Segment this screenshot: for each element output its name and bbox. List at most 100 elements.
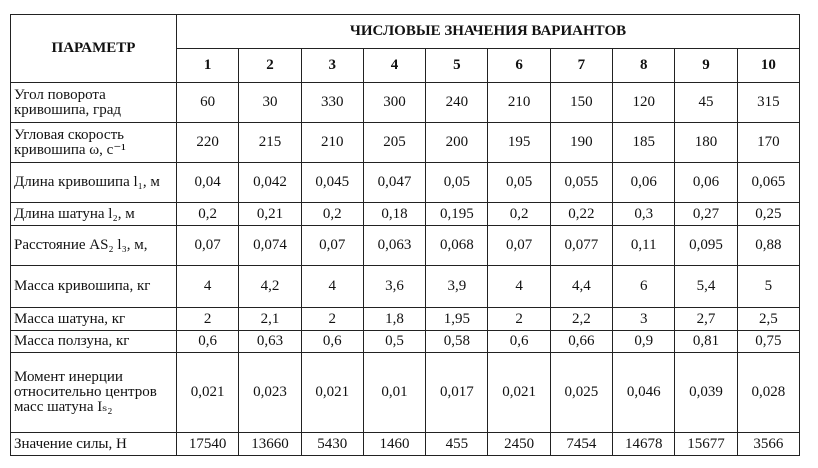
cell-value: 210 (300, 122, 364, 163)
variant-header: 7 (549, 48, 614, 83)
cell-value: 0,095 (674, 225, 738, 266)
cell-value: 0,63 (238, 330, 302, 353)
cell-value: 0,25 (736, 202, 801, 226)
cell-value: 0,023 (238, 352, 302, 433)
table-row: Угол поворота кривошипа, град 60 30 330 300 2… (10, 82, 801, 123)
cell-value: 0,021 (300, 352, 364, 433)
cell-value: 315 (736, 82, 801, 123)
cell-value: 0,06 (612, 162, 676, 203)
cell-value: 300 (362, 82, 427, 123)
variant-header: 1 (175, 48, 240, 83)
cell-value: 4,2 (238, 265, 302, 308)
cell-value: 15677 (674, 432, 738, 456)
variant-header: 9 (674, 48, 738, 83)
cell-value: 4,4 (549, 265, 614, 308)
cell-value: 240 (425, 82, 489, 123)
cell-value: 0,9 (612, 330, 676, 353)
cell-value: 0,21 (238, 202, 302, 226)
cell-value: 195 (487, 122, 551, 163)
cell-value: 14678 (612, 432, 676, 456)
cell-value: 0,046 (612, 352, 676, 433)
cell-value: 0,042 (238, 162, 302, 203)
table-row: Угловая скорость кривошипа ω, с⁻¹ 220 215 2… (10, 122, 801, 163)
cell-value: 150 (549, 82, 614, 123)
cell-value: 17540 (175, 432, 240, 456)
cell-value: 45 (674, 82, 738, 123)
cell-value: 3,9 (425, 265, 489, 308)
cell-value: 0,5 (362, 330, 427, 353)
cell-value: 2,7 (674, 307, 738, 331)
table-row: Значение силы, Н 17540 13660 5430 1460 455 245… (10, 432, 801, 456)
cell-value: 4 (300, 265, 364, 308)
cell-value: 0,07 (300, 225, 364, 266)
cell-value: 3 (612, 307, 676, 331)
cell-value: 0,11 (612, 225, 676, 266)
cell-value: 0,6 (487, 330, 551, 353)
table-row: Масса шатуна, кг 2 2,1 2 1,8 1,95 2 2,2 3 2,7 2,5 (10, 307, 801, 331)
row-label: Масса шатуна, кг (10, 307, 177, 331)
cell-value: 0,025 (549, 352, 614, 433)
cell-value: 4 (175, 265, 240, 308)
cell-value: 1,95 (425, 307, 489, 331)
cell-value: 0,81 (674, 330, 738, 353)
cell-value: 120 (612, 82, 676, 123)
row-label: Масса ползуна, кг (10, 330, 177, 353)
variant-header: 10 (736, 48, 801, 83)
cell-value: 0,045 (300, 162, 364, 203)
cell-value: 0,074 (238, 225, 302, 266)
cell-value: 330 (300, 82, 364, 123)
cell-value: 0,75 (736, 330, 801, 353)
cell-value: 0,6 (175, 330, 240, 353)
cell-value: 5 (736, 265, 801, 308)
cell-value: 0,66 (549, 330, 614, 353)
cell-value: 0,05 (487, 162, 551, 203)
variant-header: 6 (487, 48, 551, 83)
cell-value: 0,3 (612, 202, 676, 226)
table-row: Момент инерции относительно центров масс… (10, 352, 801, 433)
header-row: ПАРАМЕТР ЧИСЛОВЫЕ ЗНАЧЕНИЯ ВАРИАНТОВ (10, 14, 800, 83)
cell-value: 0,021 (175, 352, 240, 433)
cell-value: 0,07 (175, 225, 240, 266)
cell-value: 0,27 (674, 202, 738, 226)
row-label: Значение силы, Н (10, 432, 177, 456)
cell-value: 3,6 (362, 265, 427, 308)
cell-value: 0,2 (175, 202, 240, 226)
cell-value: 1460 (362, 432, 427, 456)
param-header: ПАРАМЕТР (10, 14, 177, 83)
cell-value: 13660 (238, 432, 302, 456)
cell-value: 2450 (487, 432, 551, 456)
cell-value: 220 (175, 122, 240, 163)
cell-value: 7454 (549, 432, 614, 456)
variant-header: 8 (612, 48, 676, 83)
row-label: Угол поворота кривошипа, град (10, 82, 177, 123)
cell-value: 0,063 (362, 225, 427, 266)
cell-value: 0,2 (300, 202, 364, 226)
cell-value: 185 (612, 122, 676, 163)
cell-value: 180 (674, 122, 738, 163)
row-label: Масса кривошипа, кг (10, 265, 177, 308)
variant-header: 5 (425, 48, 489, 83)
cell-value: 1,8 (362, 307, 427, 331)
cell-value: 0,028 (736, 352, 801, 433)
cell-value: 215 (238, 122, 302, 163)
row-label: Длина шатуна l₂, м (10, 202, 177, 226)
cell-value: 0,047 (362, 162, 427, 203)
cell-value: 0,07 (487, 225, 551, 266)
row-label: Длина кривошипа l₁, м (10, 162, 177, 203)
cell-value: 0,06 (674, 162, 738, 203)
cell-value: 0,05 (425, 162, 489, 203)
cell-value: 170 (736, 122, 801, 163)
cell-value: 0,039 (674, 352, 738, 433)
header-row: 1 2 3 4 5 6 7 8 9 10 (11, 48, 801, 83)
cell-value: 0,077 (549, 225, 614, 266)
cell-value: 3566 (736, 432, 801, 456)
cell-value: 4 (487, 265, 551, 308)
table-row: Расстояние AS₂ l₃, м, 0,07 0,074 0,07 0,063 0… (10, 225, 801, 266)
cell-value: 2,1 (238, 307, 302, 331)
row-label: Расстояние AS₂ l₃, м, (10, 225, 177, 266)
cell-value: 455 (425, 432, 489, 456)
cell-value: 0,01 (362, 352, 427, 433)
cell-value: 0,195 (425, 202, 489, 226)
